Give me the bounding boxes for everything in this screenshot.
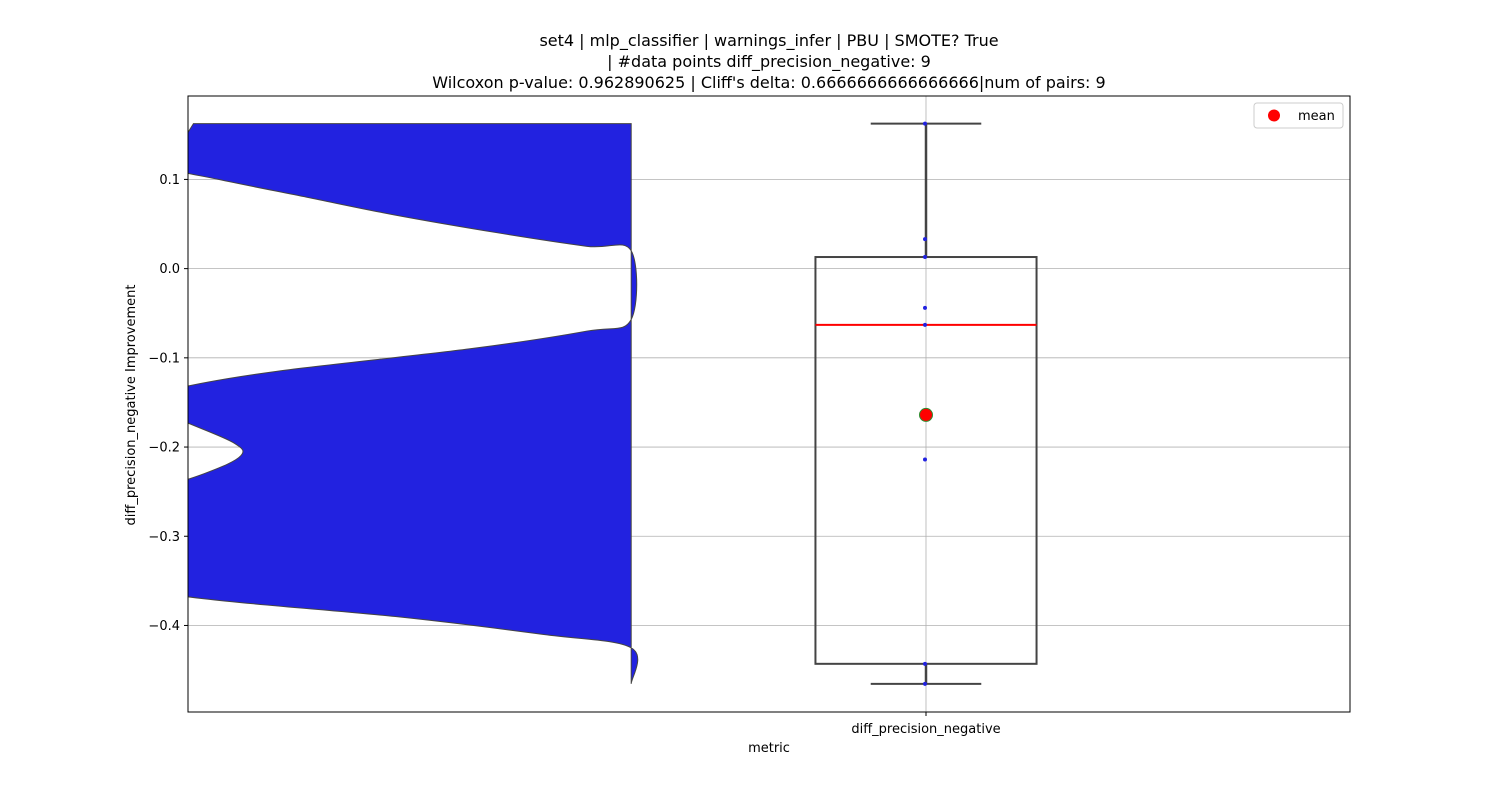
y-tick-label-2: −0.1 [148, 351, 180, 366]
data-point-4 [923, 322, 927, 327]
legend-mean-marker [1268, 109, 1280, 122]
data-point-1 [923, 237, 927, 242]
data-point-6 [923, 457, 927, 462]
mean-marker [919, 407, 933, 422]
data-point-8 [923, 681, 927, 686]
y-tick-label-4: −0.3 [148, 530, 180, 545]
data-point-0 [923, 121, 927, 126]
violin-body [188, 123, 639, 684]
x-axis-label: metric [748, 741, 790, 756]
legend-box [1253, 102, 1344, 129]
chart-title: set4 | mlp_classifier | warnings_infer |… [0, 30, 1500, 93]
plot-area-frame [187, 95, 1351, 713]
y-axis-label: diff_precision_negative Improvement [124, 285, 139, 526]
legend: mean [1253, 102, 1344, 129]
y-tick-label-1: 0.0 [159, 262, 180, 277]
title-line-2: | #data points diff_precision_negative: … [607, 52, 931, 71]
data-point-3 [923, 305, 927, 310]
legend-mean-label: mean [1298, 109, 1335, 124]
y-tick-label-0: 0.1 [159, 173, 180, 188]
title-line-1: set4 | mlp_classifier | warnings_infer |… [539, 31, 999, 50]
title-line-3: Wilcoxon p-value: 0.962890625 | Cliff's … [432, 73, 1106, 92]
x-tick-label-0: diff_precision_negative [851, 722, 1000, 737]
data-point-2 [923, 255, 927, 260]
y-tick-label-5: −0.4 [148, 619, 180, 634]
data-points [919, 121, 933, 686]
data-point-7 [923, 661, 927, 666]
axes: 0.1 0.0 −0.1 −0.2 −0.3 −0.4 diff_precision_neg… [148, 173, 1000, 737]
violin-plot [188, 123, 639, 684]
y-tick-label-3: −0.2 [148, 441, 180, 456]
